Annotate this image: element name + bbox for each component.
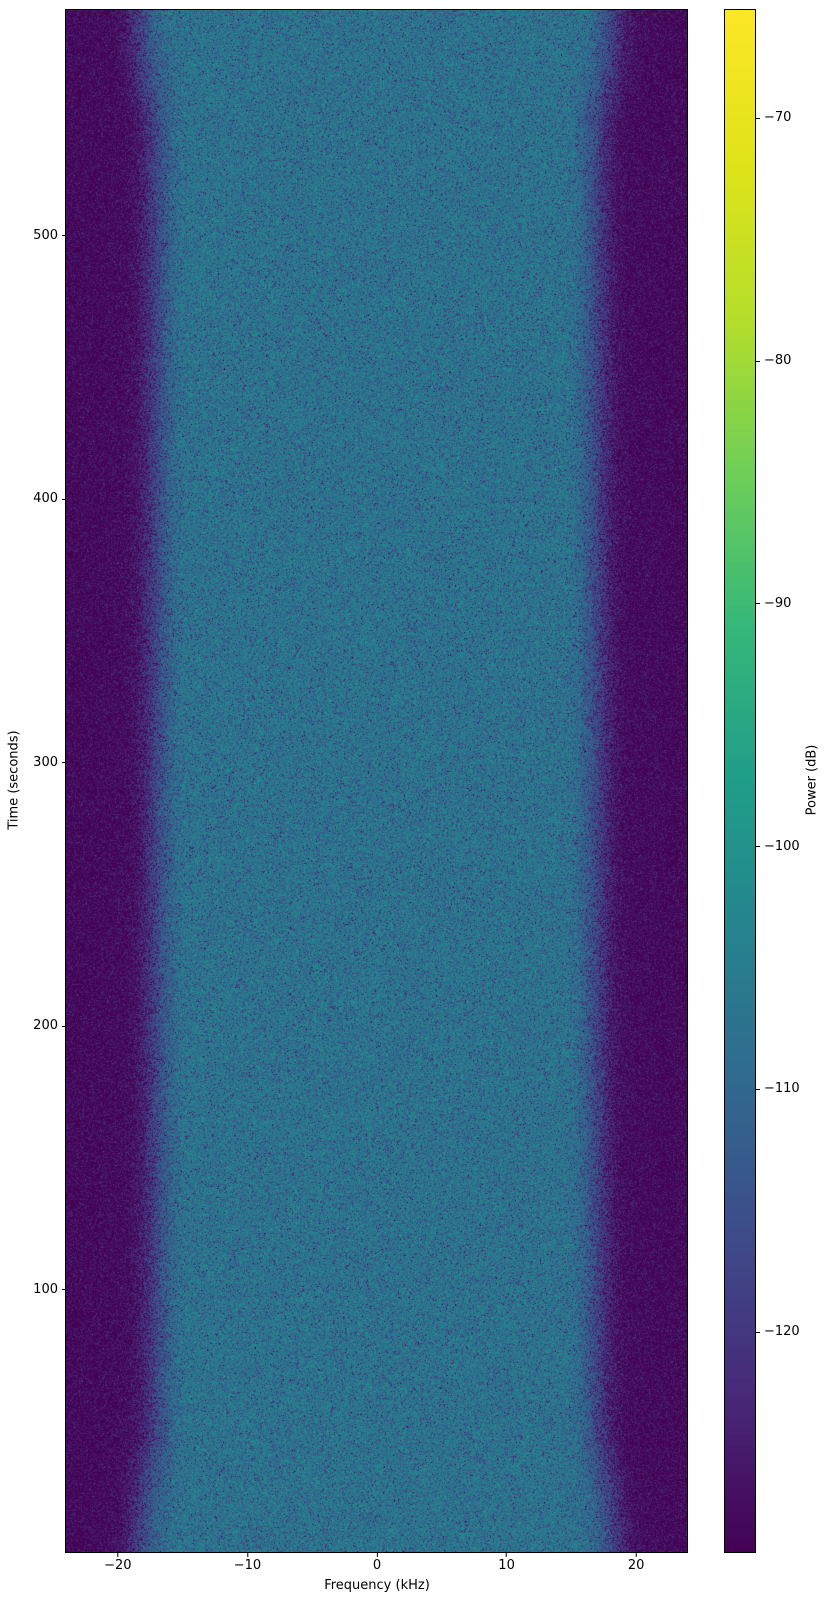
x-tick-mark — [247, 1553, 248, 1557]
y-tick: 200 — [33, 1019, 66, 1033]
x-tick-label: 20 — [628, 1559, 645, 1573]
x-tick: 10 — [498, 1553, 515, 1573]
colorbar-tick: −110 — [756, 1082, 800, 1096]
colorbar-tick-mark — [756, 603, 760, 604]
y-tick: 400 — [33, 492, 66, 506]
x-tick-mark — [506, 1553, 507, 1557]
y-tick-label: 300 — [33, 756, 58, 770]
colorbar-tick-label: −110 — [764, 1082, 800, 1096]
colorbar-tick-mark — [756, 118, 760, 119]
x-tick-label: 10 — [498, 1559, 515, 1573]
x-tick: −10 — [234, 1553, 261, 1573]
colorbar-label: Power (dB) — [805, 745, 820, 816]
x-tick-mark — [377, 1553, 378, 1557]
colorbar-tick-label: −90 — [764, 597, 791, 611]
figure: Time (seconds) 500 400 300 200 100 −20 −… — [0, 0, 832, 1603]
y-tick: 300 — [33, 756, 66, 770]
colorbar-tick-mark — [756, 1089, 760, 1090]
colorbar-tick-mark — [756, 361, 760, 362]
colorbar-tick-label: −70 — [764, 111, 791, 125]
colorbar-tick-label: −80 — [764, 354, 791, 368]
colorbar-gradient — [725, 10, 755, 1552]
y-tick-label: 100 — [33, 1283, 58, 1297]
y-tick: 100 — [33, 1283, 66, 1297]
colorbar-tick-label: −100 — [764, 840, 800, 854]
x-tick-label: −20 — [104, 1559, 131, 1573]
x-tick-label: 0 — [373, 1559, 381, 1573]
colorbar-tick: −70 — [756, 111, 791, 125]
colorbar-tick: −120 — [756, 1325, 800, 1339]
y-tick-label: 500 — [33, 229, 58, 243]
colorbar — [724, 9, 756, 1553]
spectrogram-plot — [65, 9, 688, 1553]
x-tick: −20 — [104, 1553, 131, 1573]
colorbar-tick-mark — [756, 846, 760, 847]
colorbar-axis: −70 −80 −90 −100 −110 −120 — [756, 9, 832, 1553]
y-axis: 500 400 300 200 100 — [0, 9, 66, 1553]
x-tick: 20 — [628, 1553, 645, 1573]
x-axis-label: Frequency (kHz) — [324, 1578, 430, 1593]
colorbar-tick: −90 — [756, 597, 791, 611]
y-tick: 500 — [33, 229, 66, 243]
colorbar-tick: −80 — [756, 354, 791, 368]
colorbar-tick: −100 — [756, 840, 800, 854]
spectrogram-image — [66, 10, 687, 1552]
colorbar-tick-label: −120 — [764, 1325, 800, 1339]
x-tick-mark — [636, 1553, 637, 1557]
colorbar-tick-mark — [756, 1332, 760, 1333]
x-tick-label: −10 — [234, 1559, 261, 1573]
y-tick-label: 200 — [33, 1019, 58, 1033]
y-tick-label: 400 — [33, 492, 58, 506]
x-tick: 0 — [373, 1553, 381, 1573]
x-tick-mark — [117, 1553, 118, 1557]
